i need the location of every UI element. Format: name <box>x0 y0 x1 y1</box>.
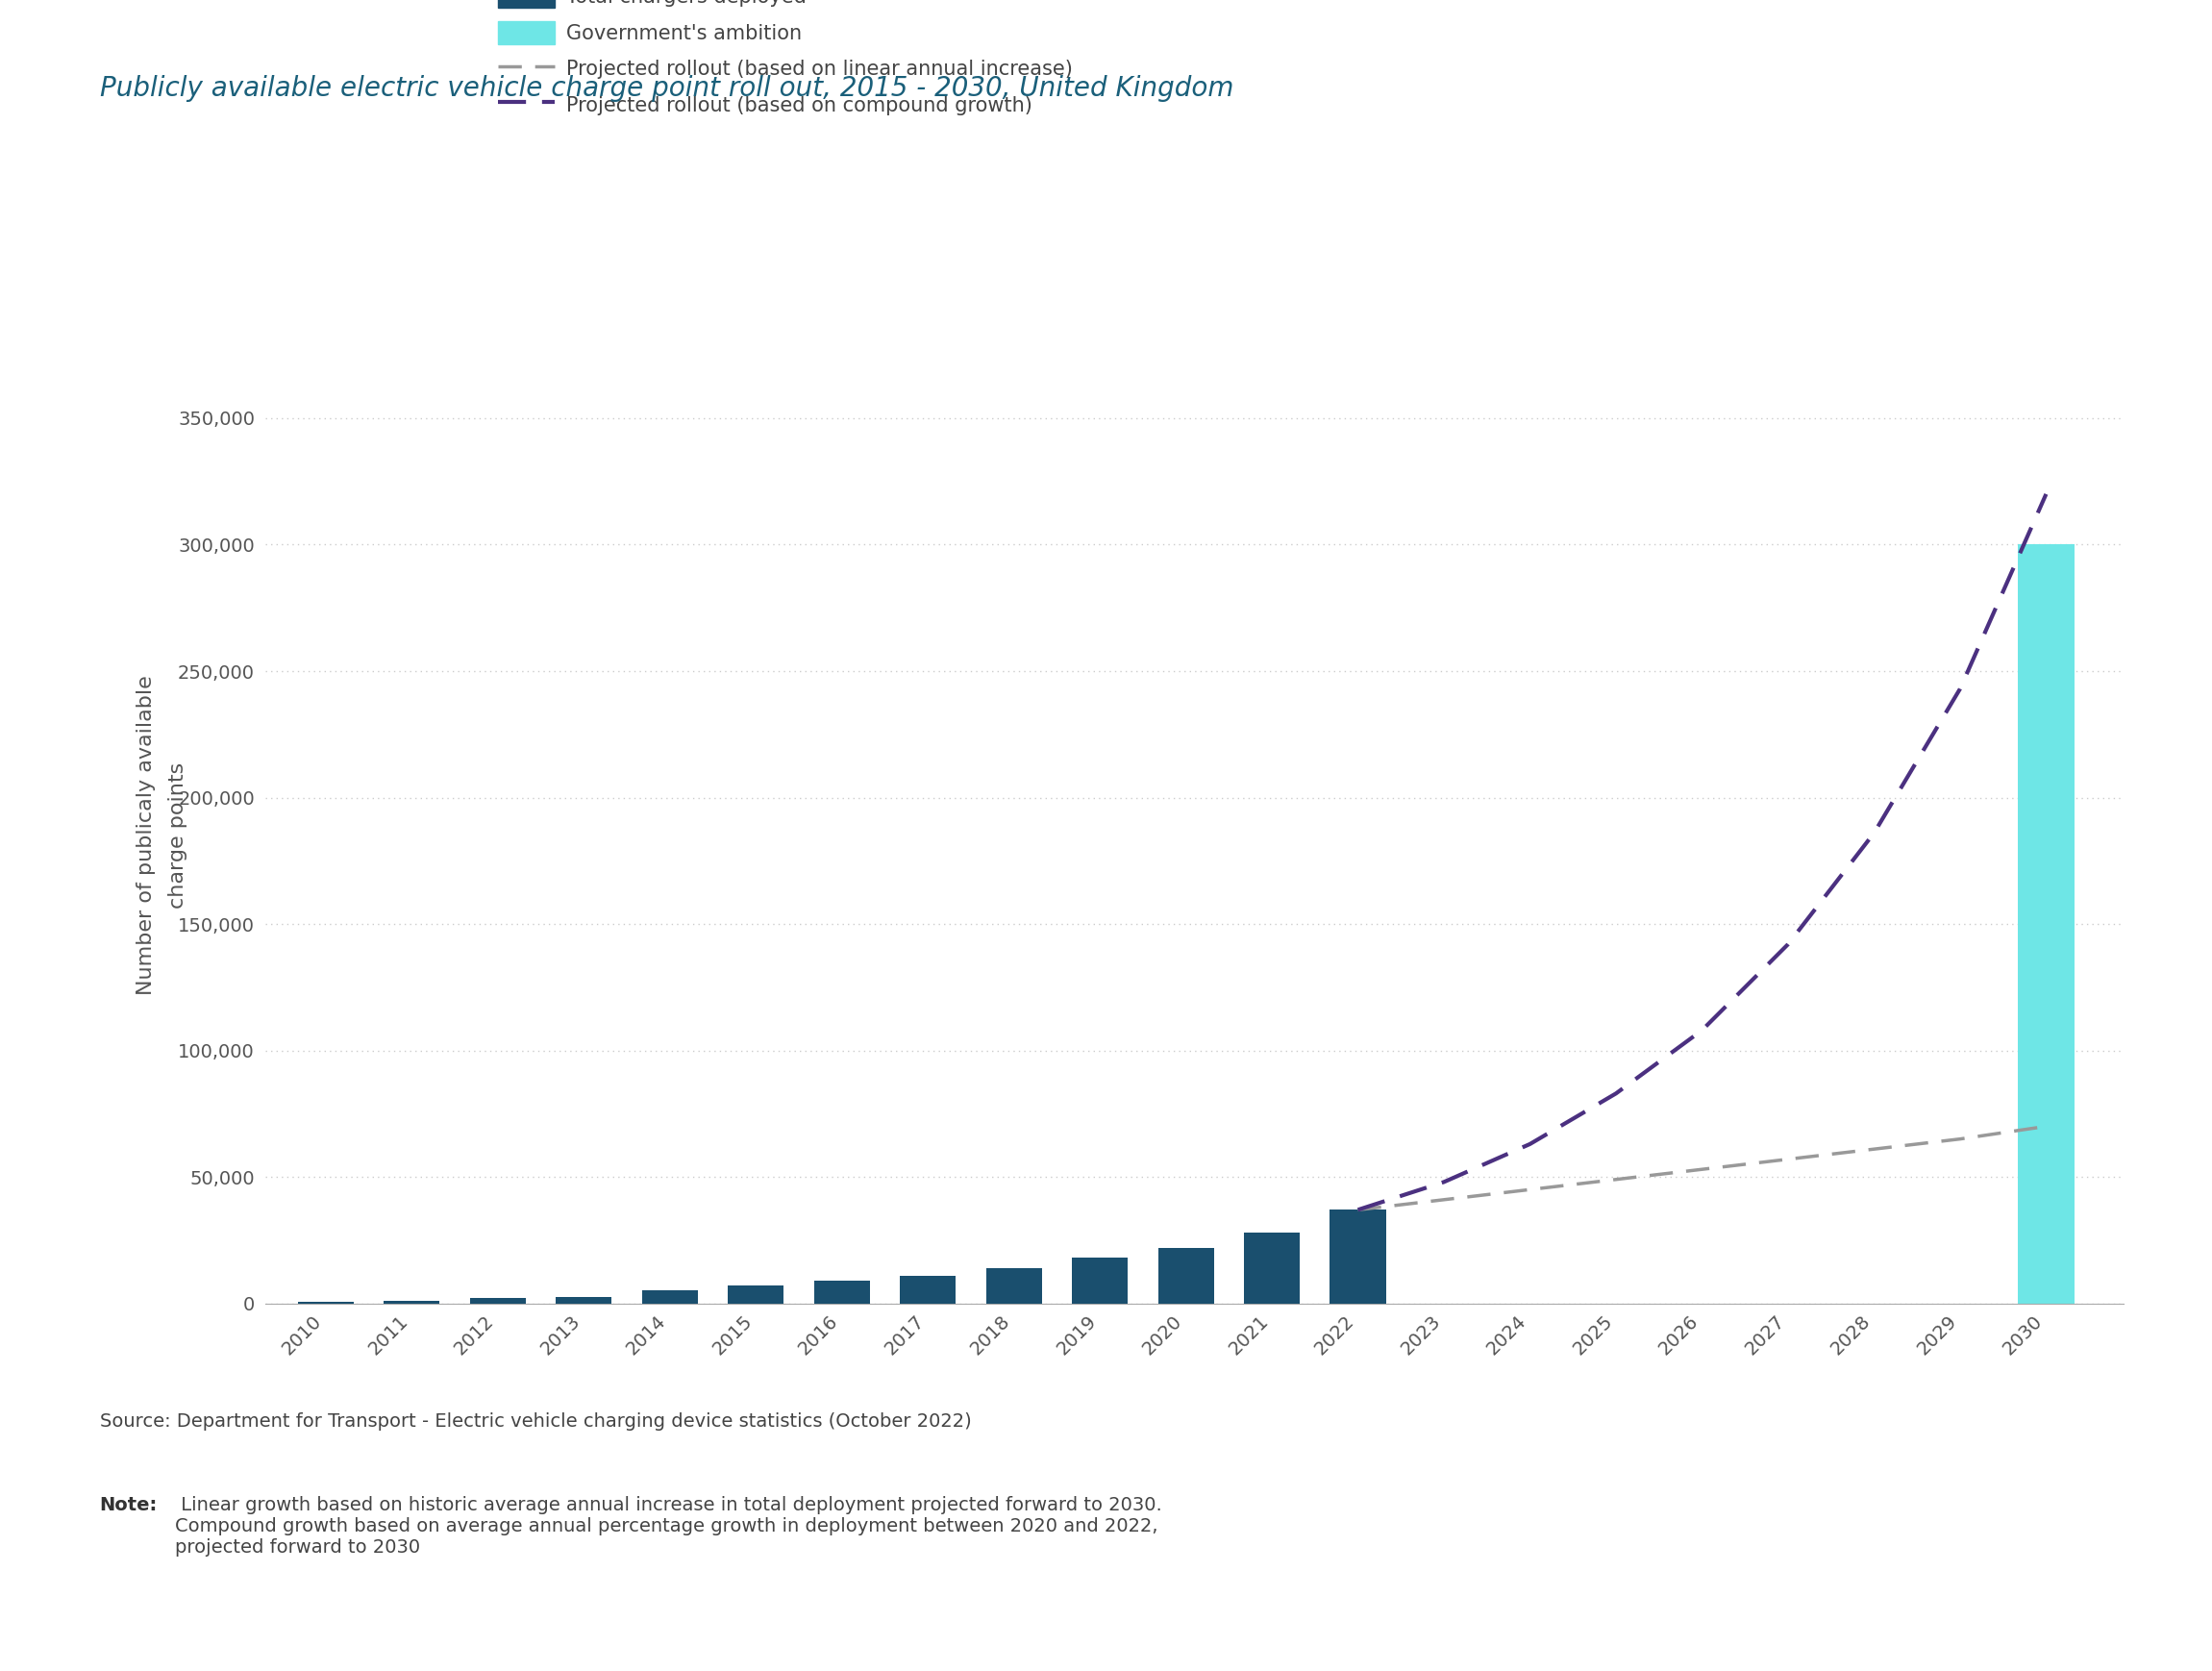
Text: Publicly available electric vehicle charge point roll out, 2015 - 2030, United K: Publicly available electric vehicle char… <box>100 75 1234 102</box>
Text: Linear growth based on historic average annual increase in total deployment proj: Linear growth based on historic average … <box>175 1496 1161 1556</box>
Bar <box>1157 1248 1214 1303</box>
Bar <box>900 1275 956 1303</box>
Bar <box>555 1297 613 1303</box>
Bar <box>469 1298 526 1303</box>
Bar <box>728 1285 783 1303</box>
Legend: Total chargers deployed, Government's ambition, Projected rollout (based on line: Total chargers deployed, Government's am… <box>498 0 1073 117</box>
Bar <box>814 1280 869 1303</box>
Bar <box>641 1290 697 1303</box>
Bar <box>987 1268 1042 1303</box>
Text: Source: Department for Transport - Electric vehicle charging device statistics (: Source: Department for Transport - Elect… <box>100 1412 971 1430</box>
Bar <box>1243 1233 1301 1303</box>
Bar <box>383 1300 440 1303</box>
Bar <box>1329 1210 1387 1303</box>
Bar <box>2017 545 2075 1303</box>
Text: Note:: Note: <box>100 1496 157 1514</box>
Bar <box>1073 1258 1128 1303</box>
Y-axis label: Number of publicaly available
charge points: Number of publicaly available charge poi… <box>137 675 188 996</box>
